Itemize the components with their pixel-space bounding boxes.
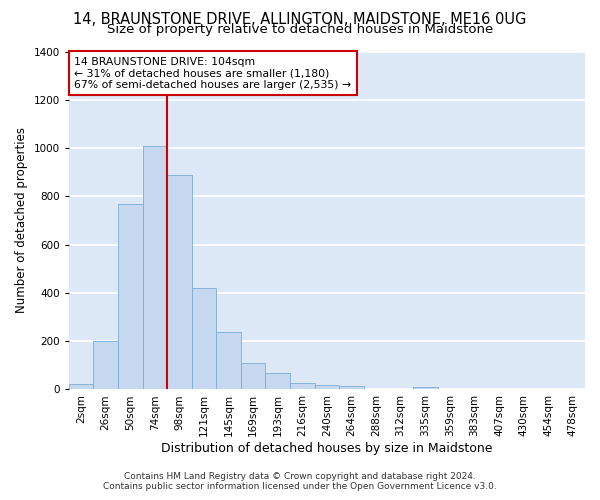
Bar [69, 384, 94, 390]
Bar [143, 146, 167, 390]
Bar [290, 384, 314, 390]
Bar [339, 386, 364, 390]
Text: Size of property relative to detached houses in Maidstone: Size of property relative to detached ho… [107, 22, 493, 36]
Text: 14 BRAUNSTONE DRIVE: 104sqm
← 31% of detached houses are smaller (1,180)
67% of : 14 BRAUNSTONE DRIVE: 104sqm ← 31% of det… [74, 56, 351, 90]
Bar [167, 174, 192, 390]
Bar [413, 386, 437, 390]
Text: 14, BRAUNSTONE DRIVE, ALLINGTON, MAIDSTONE, ME16 0UG: 14, BRAUNSTONE DRIVE, ALLINGTON, MAIDSTO… [73, 12, 527, 28]
Text: Contains HM Land Registry data © Crown copyright and database right 2024.
Contai: Contains HM Land Registry data © Crown c… [103, 472, 497, 491]
Bar [217, 332, 241, 390]
Bar [314, 384, 339, 390]
Bar [94, 341, 118, 390]
Bar [265, 372, 290, 390]
Y-axis label: Number of detached properties: Number of detached properties [15, 128, 28, 314]
Bar [118, 204, 143, 390]
X-axis label: Distribution of detached houses by size in Maidstone: Distribution of detached houses by size … [161, 442, 493, 455]
Bar [241, 363, 265, 390]
Bar [192, 288, 217, 390]
